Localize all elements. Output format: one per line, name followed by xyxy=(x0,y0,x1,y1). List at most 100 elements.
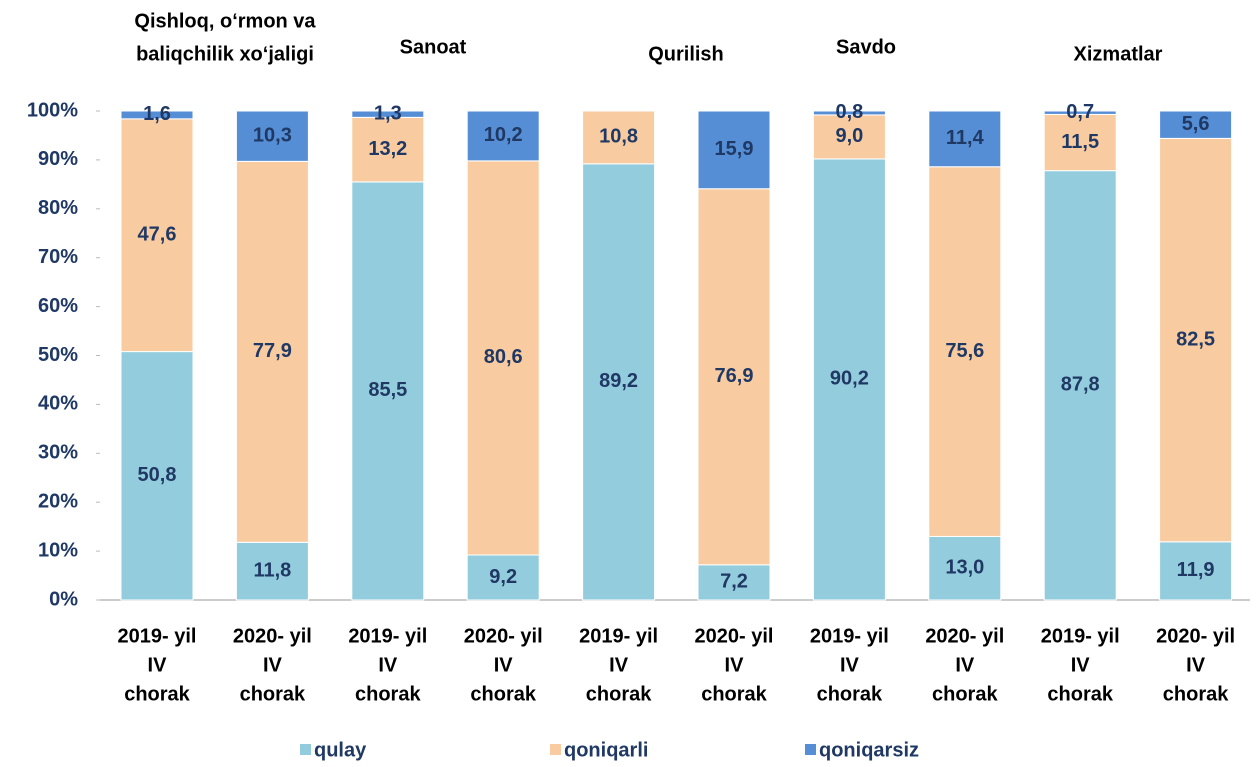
data-label: 11,9 xyxy=(1177,559,1215,581)
data-label: 15,9 xyxy=(715,138,754,160)
y-tick-label: 30% xyxy=(38,442,78,464)
y-tick-label: 90% xyxy=(38,148,78,170)
x-tick-label: chorak xyxy=(124,683,190,705)
bar-segment xyxy=(812,110,886,116)
y-tick-label: 70% xyxy=(38,246,78,268)
x-tick-label: IV xyxy=(609,654,629,676)
bar-segment xyxy=(120,118,194,353)
data-label: 82,5 xyxy=(1176,328,1215,350)
data-label: 10,3 xyxy=(253,124,292,146)
data-label: 0,7 xyxy=(1066,101,1094,123)
x-tick-label: chorak xyxy=(701,683,767,705)
x-tick-label: chorak xyxy=(817,683,883,705)
data-label: 80,6 xyxy=(484,346,523,368)
bar-segment xyxy=(466,160,540,556)
legend-label: qoniqarsiz xyxy=(819,739,919,761)
data-label: 10,8 xyxy=(599,126,638,148)
bar-segment xyxy=(1043,170,1117,601)
bar-segment xyxy=(812,114,886,160)
bar-segment xyxy=(582,110,656,165)
bar-segment xyxy=(1159,541,1233,601)
x-tick-label: IV xyxy=(148,654,168,676)
data-label: 75,6 xyxy=(945,340,984,362)
x-tick-label: chorak xyxy=(355,683,421,705)
bar-segment xyxy=(1043,110,1117,115)
y-tick-label: 20% xyxy=(38,490,78,512)
x-tick-label: IV xyxy=(263,654,283,676)
x-tick-label: IV xyxy=(494,654,514,676)
data-label: 9,0 xyxy=(835,125,863,147)
x-tick-label: IV xyxy=(840,654,860,676)
y-tick-label: 50% xyxy=(38,344,78,366)
data-label: 9,2 xyxy=(489,566,517,588)
bar-segment xyxy=(928,535,1002,601)
x-tick-label: 2020- yil xyxy=(233,625,312,647)
x-tick-label: 2020- yil xyxy=(925,625,1004,647)
data-label: 13,0 xyxy=(945,556,984,578)
bar-segment xyxy=(1043,113,1117,172)
y-tick-label: 0% xyxy=(49,588,78,610)
group-title: Sanoat xyxy=(400,36,467,58)
y-tick-label: 10% xyxy=(38,539,78,561)
data-label: 11,4 xyxy=(946,127,985,149)
data-label: 1,6 xyxy=(143,103,171,125)
legend-swatch xyxy=(300,744,311,755)
x-tick-label: chorak xyxy=(1163,683,1229,705)
bar-segment xyxy=(351,116,425,183)
y-tick-label: 40% xyxy=(38,393,78,415)
bar-segment xyxy=(928,166,1002,537)
x-tick-label: 2020- yil xyxy=(1156,625,1235,647)
data-label: 10,2 xyxy=(484,124,523,146)
bar-segment xyxy=(1159,110,1233,139)
legend-label: qoniqarli xyxy=(564,739,648,761)
data-label: 85,5 xyxy=(368,379,407,401)
bar-segment xyxy=(582,163,656,601)
bar-segment xyxy=(697,188,771,566)
data-label: 47,6 xyxy=(138,223,177,245)
x-tick-label: 2020- yil xyxy=(695,625,774,647)
bar-segment xyxy=(235,110,309,162)
x-tick-label: 2019- yil xyxy=(1041,625,1120,647)
bar-segment xyxy=(466,110,540,162)
data-label: 11,8 xyxy=(253,559,291,581)
data-label: 5,6 xyxy=(1182,113,1210,135)
data-label: 76,9 xyxy=(715,365,754,387)
data-label: 89,2 xyxy=(599,370,638,392)
bar-segment xyxy=(697,110,771,190)
group-title: baliqchilik xo‘jaligi xyxy=(136,43,314,65)
data-label: 90,2 xyxy=(830,368,869,390)
x-tick-label: chorak xyxy=(932,683,998,705)
x-tick-label: 2019- yil xyxy=(810,625,889,647)
group-title: Qurilish xyxy=(648,43,724,65)
data-label: 50,8 xyxy=(138,464,177,486)
bar-segment xyxy=(351,110,425,118)
x-tick-label: 2019- yil xyxy=(348,625,427,647)
data-label: 7,2 xyxy=(720,571,748,593)
data-label: 13,2 xyxy=(368,138,407,160)
bar-segment xyxy=(120,351,194,601)
x-tick-label: 2019- yil xyxy=(118,625,197,647)
x-tick-label: chorak xyxy=(1047,683,1113,705)
legend-swatch xyxy=(805,744,816,755)
bar-segment xyxy=(466,554,540,601)
bar-segment xyxy=(812,158,886,601)
bar-segment xyxy=(120,110,194,120)
y-tick-label: 100% xyxy=(27,99,78,121)
x-tick-label: IV xyxy=(1071,654,1091,676)
legend-swatch xyxy=(550,744,561,755)
bar-segment xyxy=(1159,137,1233,543)
x-tick-label: 2019- yil xyxy=(579,625,658,647)
y-tick-label: 60% xyxy=(38,295,78,317)
data-label: 0,8 xyxy=(835,101,863,123)
x-tick-label: 2020- yil xyxy=(464,625,543,647)
x-tick-label: chorak xyxy=(470,683,536,705)
data-label: 77,9 xyxy=(253,340,292,362)
group-title: Savdo xyxy=(836,36,896,58)
data-label: 87,8 xyxy=(1061,374,1100,396)
x-tick-label: chorak xyxy=(240,683,306,705)
bar-segment xyxy=(928,110,1002,168)
group-title: Qishloq, o‘rmon va xyxy=(134,10,316,32)
data-label: 11,5 xyxy=(1061,131,1099,153)
legend-label: qulay xyxy=(314,739,367,761)
